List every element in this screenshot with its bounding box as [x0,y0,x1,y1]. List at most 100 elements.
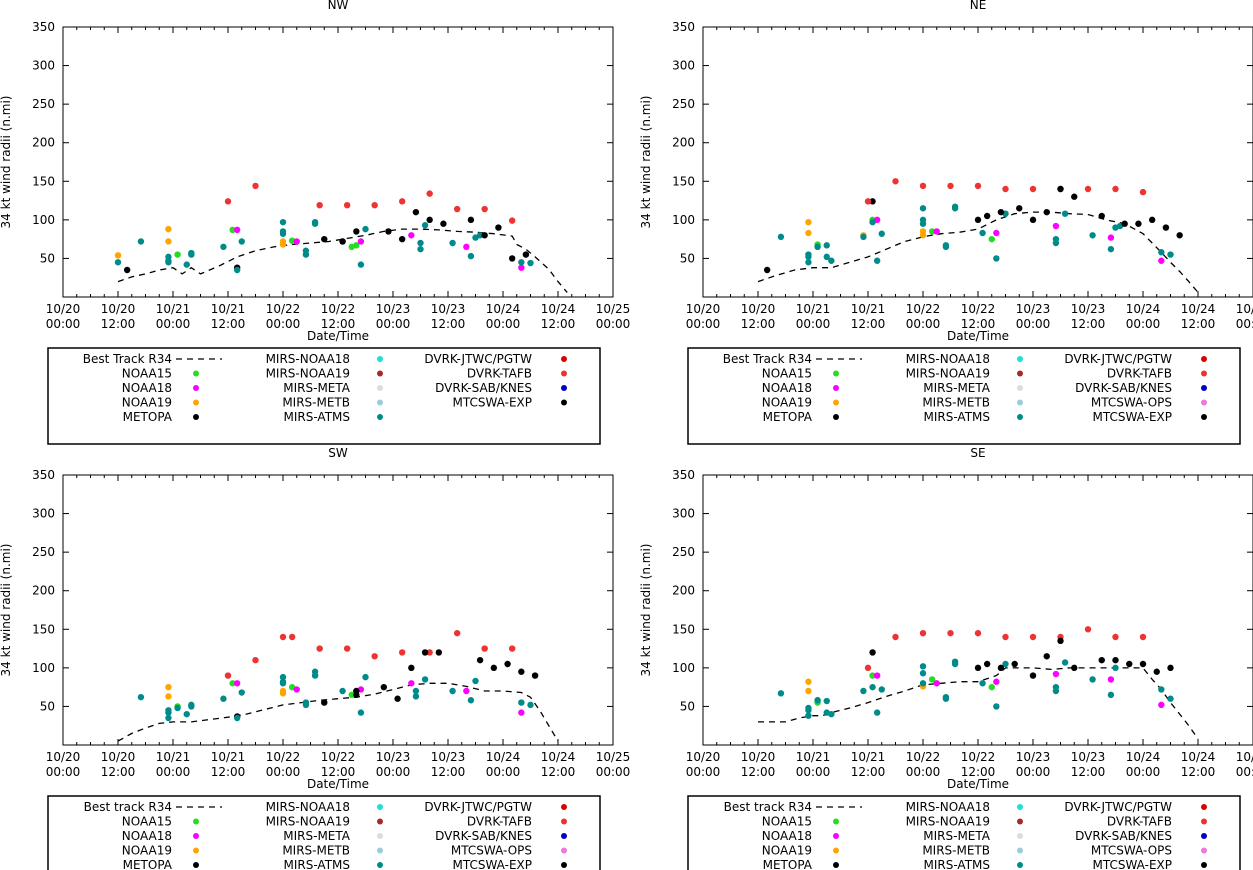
legend-label: METOPA [123,858,173,870]
x-tick-date: 10/20 [46,302,81,316]
legend-label: NOAA19 [762,396,812,410]
point-mtcswa-exp [1135,220,1142,227]
point-mtcswa-exp [1153,668,1160,675]
point-mirs-atms [1107,691,1115,699]
point-noaa18 [463,243,470,251]
legend-label: MIRS-NOAA18 [266,800,350,814]
legend-marker-icon [561,399,567,406]
point-dvrk-tafb [481,205,488,213]
point-mirs-atms [412,687,420,695]
x-tick-time: 12:00 [321,317,356,331]
point-noaa18 [873,672,881,679]
point-noaa15 [174,251,181,258]
point-mirs-atms [467,697,475,704]
point-mtcswa-exp [1029,216,1037,224]
point-mirs-atms [527,259,534,267]
y-tick-label: 250 [672,545,695,559]
point-mirs-atms [1089,676,1096,683]
legend-marker-icon [193,399,199,406]
point-dvrk-tafb [919,182,927,190]
x-tick-time: 12:00 [851,317,886,331]
x-tick-date: 10/24 [1181,750,1216,764]
point-mtcswa-exp [531,672,539,679]
point-dvrk-tafb [508,645,516,652]
point-mtcswa-exp [1011,660,1018,668]
legend-marker-icon [561,370,567,377]
point-dvrk-tafb [1029,633,1037,641]
point-mtcswa-exp [1057,185,1064,193]
x-tick-time: 12:00 [541,765,576,779]
point-dvrk-tafb [947,182,954,190]
legend-marker-icon [833,370,839,377]
point-mtcswa-exp [508,255,516,262]
point-mtcswa-exp [495,224,502,231]
legend-label: DVRK-SAB/KNES [1075,829,1172,843]
legend-label: MTCSWA-OPS [1091,844,1172,858]
best-track-line [757,211,1199,293]
point-mtcswa-exp [1162,224,1170,231]
legend-label: MTCSWA-EXP [453,396,533,410]
point-mtcswa-exp [380,683,388,691]
point-mirs-atms [1002,660,1009,668]
point-dvrk-tafb [892,633,899,641]
point-mirs-atms [1158,249,1165,256]
legend-label: MTCSWA-EXP [1093,410,1173,424]
point-metopa [353,228,360,235]
y-tick-label: 150 [672,622,695,636]
y-tick-label: 300 [672,59,695,73]
legend-label: MIRS-META [923,381,991,395]
point-mirs-atms [165,259,172,266]
legend-marker-icon [1017,862,1023,868]
legend-label: Best Track R34 [723,352,812,366]
y-tick-label: 200 [32,136,55,150]
point-mirs-atms [165,714,172,722]
point-mirs-atms [919,680,927,687]
point-mirs-atms [919,670,927,677]
legend-marker-icon [193,862,199,868]
point-mirs-atms [1052,687,1060,695]
point-noaa18 [408,232,415,239]
point-metopa [974,664,982,672]
point-dvrk-tafb [316,202,323,209]
x-tick-date: 10/21 [211,302,246,316]
x-tick-date: 10/24 [1181,302,1216,316]
point-noaa18 [993,678,1000,685]
point-noaa18 [293,686,300,693]
legend-marker-icon [377,833,383,839]
point-dvrk-tafb [1112,633,1119,641]
legend-marker-icon [193,833,199,839]
point-mirs-atms [823,242,830,249]
legend-box [687,795,1241,870]
legend-marker-icon [1017,847,1023,854]
x-tick-date: 10/20 [741,750,776,764]
point-dvrk-tafb [974,629,982,637]
x-tick-date: 10/24 [1126,750,1161,764]
x-tick-date: 10/22 [321,302,356,316]
point-mirs-atms [421,676,429,683]
x-tick-date: 10/24 [486,302,521,316]
point-mtcswa-exp [1139,660,1147,668]
point-noaa19 [279,238,287,245]
point-dvrk-tafb [453,629,461,637]
point-noaa18 [1107,676,1115,683]
point-noaa18 [518,264,525,271]
point-mtcswa-exp [522,251,530,258]
chart-title: NE [970,0,987,12]
x-tick-date: 10/25 [1236,750,1253,764]
point-noaa18 [1158,257,1165,264]
point-mtcswa-exp [518,668,525,675]
legend-label: METOPA [763,858,813,870]
legend-marker-icon [377,818,383,825]
point-noaa18 [408,680,415,687]
point-mirs-atms [311,672,319,679]
y-tick-label: 200 [672,136,695,150]
point-mirs-atms [279,673,287,681]
point-mirs-atms [357,709,365,716]
x-tick-time: 12:00 [1181,765,1216,779]
y-tick-label: 150 [32,622,55,636]
legend-marker-icon [561,385,567,391]
legend-label: DVRK-TAFB [467,815,532,829]
y-tick-label: 350 [672,20,695,34]
legend-marker-icon [193,385,199,391]
